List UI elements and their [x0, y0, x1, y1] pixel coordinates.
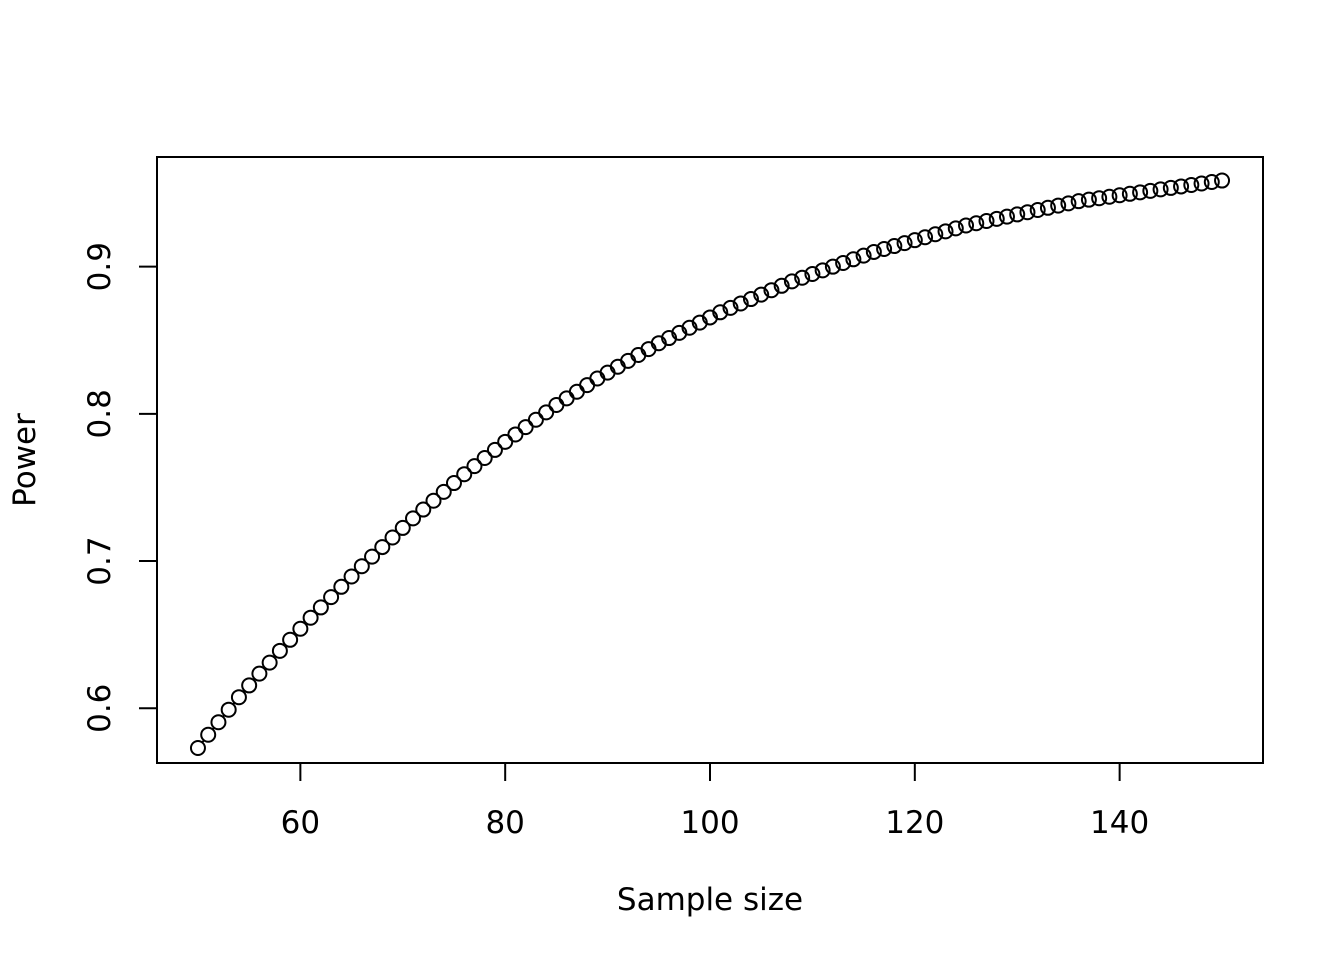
data-point — [539, 405, 553, 419]
data-point — [990, 212, 1004, 226]
data-point — [580, 378, 594, 392]
x-tick-label: 120 — [885, 805, 944, 841]
data-point — [211, 715, 225, 729]
data-point — [969, 216, 983, 230]
x-tick-label: 60 — [281, 805, 320, 841]
data-point — [252, 667, 266, 681]
data-point — [293, 622, 307, 636]
data-point — [1051, 199, 1065, 213]
data-point — [508, 427, 522, 441]
y-tick-label: 0.9 — [82, 242, 118, 291]
y-axis: 0.6 0.7 0.8 0.9 — [82, 242, 157, 733]
data-point — [222, 703, 236, 717]
x-tick-label: 100 — [680, 805, 739, 841]
x-axis: 60 80 100 120 140 — [281, 763, 1150, 841]
data-point — [980, 214, 994, 228]
data-point — [191, 741, 205, 755]
plot-frame — [157, 157, 1263, 763]
x-tick-label: 80 — [485, 805, 524, 841]
x-axis-label: Sample size — [617, 882, 803, 918]
data-point — [273, 644, 287, 658]
data-point — [560, 391, 574, 405]
data-point — [498, 435, 512, 449]
data-point — [201, 728, 215, 742]
data-point — [1020, 205, 1034, 219]
data-point — [549, 398, 563, 412]
data-point — [283, 633, 297, 647]
data-point — [529, 413, 543, 427]
x-tick-label: 140 — [1090, 805, 1149, 841]
y-tick-label: 0.6 — [82, 684, 118, 733]
data-point — [1061, 196, 1075, 210]
y-tick-label: 0.7 — [82, 536, 118, 585]
data-point — [1000, 210, 1014, 224]
data-point — [1010, 207, 1024, 221]
series-layer — [191, 174, 1229, 755]
data-point — [570, 385, 584, 399]
data-point — [232, 690, 246, 704]
data-point — [519, 420, 533, 434]
data-point — [1031, 203, 1045, 217]
data-point — [1041, 201, 1055, 215]
y-tick-label: 0.8 — [82, 389, 118, 438]
data-point — [242, 678, 256, 692]
data-point — [1215, 174, 1229, 188]
y-axis-label: Power — [7, 413, 43, 507]
data-point — [263, 656, 277, 670]
